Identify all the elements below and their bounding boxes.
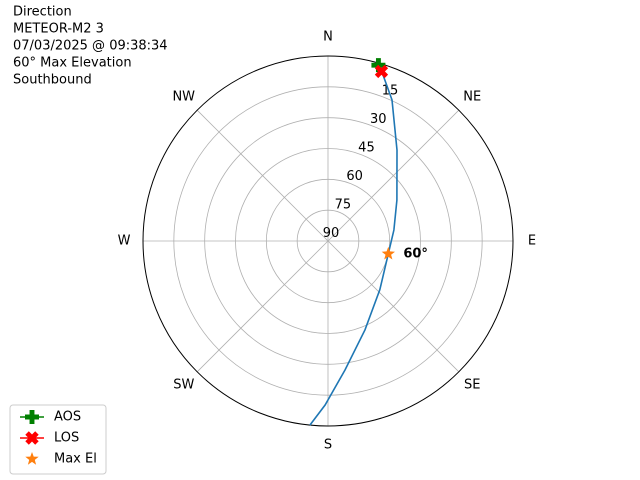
r-tick-label: 90 (323, 226, 340, 241)
legend-label: LOS (54, 431, 79, 446)
marker-star (381, 246, 395, 260)
theta-tick-label: NW (172, 89, 195, 104)
theta-tick-label: S (324, 438, 332, 453)
r-tick-label: 75 (335, 198, 352, 213)
value-label: 60° (403, 246, 428, 261)
theta-tick-label: SW (173, 378, 194, 393)
r-tick-label: 30 (370, 112, 387, 127)
r-tick-label: 15 (382, 84, 399, 99)
title-line: 60° Max Elevation (13, 56, 132, 71)
ring (173, 86, 483, 396)
theta-tick-label: NE (463, 89, 481, 104)
theta-tick-label: E (528, 234, 536, 249)
ring (235, 148, 421, 334)
legend-marker (25, 410, 39, 424)
ring (204, 117, 452, 365)
title-line: METEOR-M2 3 (13, 22, 104, 37)
ring (265, 178, 391, 304)
outer-ring (142, 55, 514, 427)
r-tick-label: 60 (346, 169, 363, 184)
r-tick-label: 45 (358, 141, 375, 156)
legend-marker (25, 452, 39, 465)
legend-marker (25, 431, 39, 445)
theta-tick-label: SE (464, 378, 480, 393)
theta-tick-label: N (323, 30, 333, 45)
ring (296, 209, 360, 273)
title-line: Direction (13, 5, 72, 20)
marker-x (374, 64, 389, 79)
title-line: Southbound (13, 73, 92, 88)
legend-label: Max El (54, 452, 97, 467)
legend-label: AOS (54, 410, 81, 425)
theta-tick-label: W (118, 234, 131, 249)
title-line: 07/03/2025 @ 09:38:34 (13, 39, 168, 54)
